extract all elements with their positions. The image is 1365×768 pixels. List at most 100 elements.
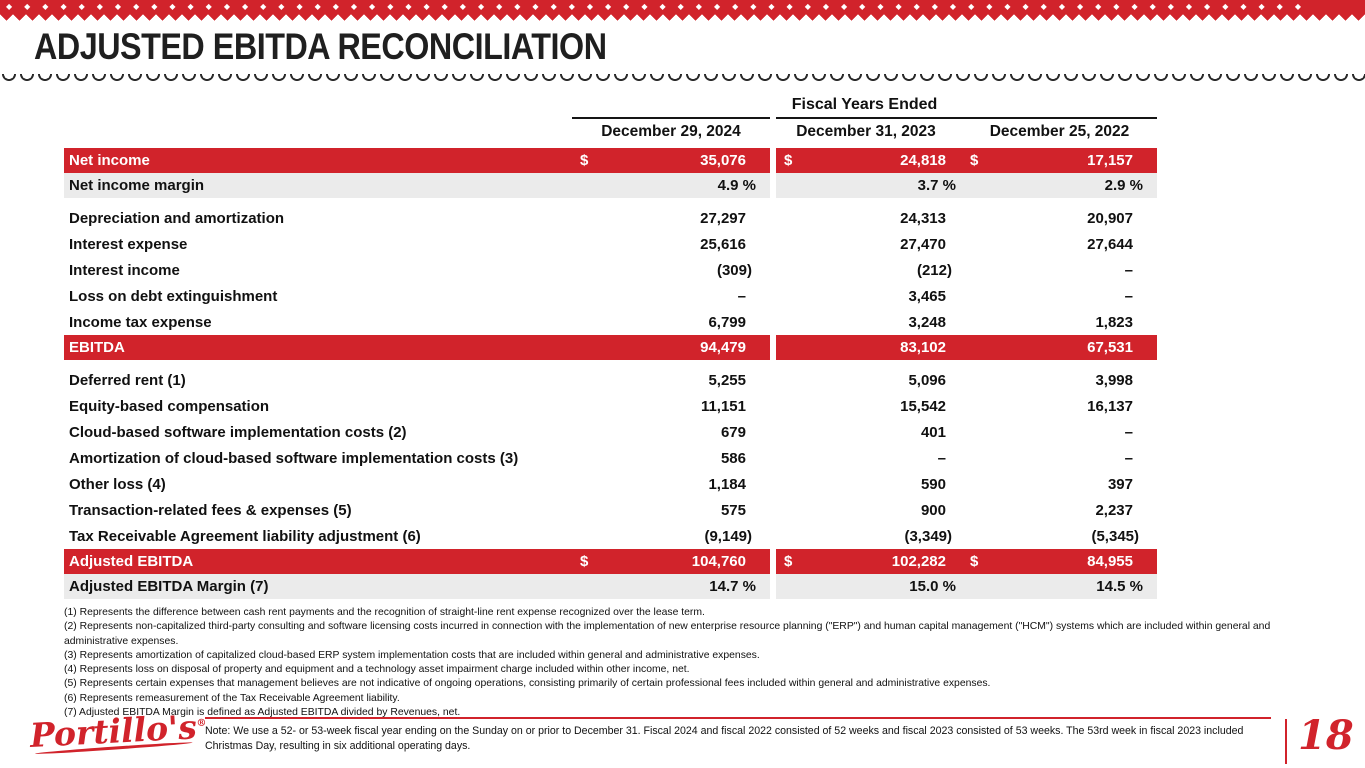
row-value: 15,542	[776, 393, 956, 419]
table-row: Loss on debt extinguishment – 3,465 –	[64, 283, 1157, 309]
column-header-2024: December 29, 2024	[601, 122, 741, 140]
value-text: –	[937, 449, 946, 467]
column-gap	[956, 148, 962, 173]
row-value: 586	[572, 445, 770, 471]
value-text: 6,799	[708, 313, 746, 331]
row-value: 3,248	[776, 309, 956, 335]
value-text: 900	[920, 501, 946, 519]
value-text: 401	[920, 423, 946, 441]
currency-symbol: $	[784, 152, 793, 169]
column-header-row: December 29, 2024 December 31, 2023 Dece…	[64, 120, 1157, 143]
value-text: 27,644	[1087, 235, 1133, 253]
value-text: 1,823	[1095, 313, 1133, 331]
currency-symbol: $	[580, 553, 589, 570]
row-label: Interest expense	[69, 235, 188, 253]
value-text: (9,149)	[704, 527, 752, 545]
currency-symbol: $	[580, 152, 589, 169]
value-text: 94,479	[700, 339, 746, 356]
column-gap	[956, 549, 962, 574]
row-value: 575	[572, 497, 770, 523]
fiscal-years-header: Fiscal Years Ended	[791, 96, 938, 113]
header-underline	[572, 117, 770, 120]
row-value: 25,616	[572, 231, 770, 257]
value-text: –	[1124, 287, 1133, 305]
footnote-2: (2) Represents non-capitalized third-par…	[64, 621, 1271, 647]
row-label: Adjusted EBITDA Margin (7)	[64, 574, 572, 599]
awning-border	[0, 0, 1365, 13]
row-value: (5,345)	[962, 523, 1157, 549]
row-value: (212)	[776, 257, 956, 283]
value-text: 104,760	[691, 553, 746, 570]
row-value: 15.0 %	[776, 574, 956, 599]
value-text: 102,282	[891, 553, 946, 570]
table-row: Interest expense 25,616 27,470 27,644	[64, 231, 1157, 257]
column-header-2023: December 31, 2023	[796, 122, 936, 140]
row-value: $102,282	[776, 549, 956, 574]
table-row: Adjusted EBITDA Margin (7) 14.7 % 15.0 % 14…	[64, 574, 1157, 599]
row-value: –	[962, 445, 1157, 471]
value-text: 67,531	[1087, 339, 1133, 356]
value-text: 15,542	[900, 397, 946, 415]
value-text: 27,297	[700, 209, 746, 227]
brand-logo-text: Portillo's	[28, 707, 198, 755]
table-row: Transaction-related fees & expenses (5) 5…	[64, 497, 1157, 523]
table-row: Equity-based compensation 11,151 15,542 16,…	[64, 393, 1157, 419]
table-row: Amortization of cloud-based software imp…	[64, 445, 1157, 471]
row-value: –	[962, 419, 1157, 445]
row-value: 20,907	[962, 205, 1157, 231]
row-value: $104,760	[572, 549, 770, 574]
row-spacer	[64, 198, 1157, 205]
row-value: 27,297	[572, 205, 770, 231]
value-text: –	[1124, 261, 1133, 279]
value-text: (5,345)	[1091, 527, 1139, 545]
row-label: Net income margin	[64, 173, 572, 198]
row-value: 14.7 %	[572, 574, 770, 599]
value-text: 679	[720, 423, 746, 441]
value-text: –	[1124, 423, 1133, 441]
table-row: Net income $35,076 $24,818 $17,157	[64, 148, 1157, 173]
row-label: Cloud-based software implementation cost…	[69, 423, 407, 441]
row-value: 590	[776, 471, 956, 497]
header-underline	[776, 117, 1157, 120]
value-text: (3,349)	[904, 527, 952, 545]
row-value: 1,184	[572, 471, 770, 497]
value-text: 14.7 %	[709, 578, 756, 595]
column-gap	[956, 335, 962, 360]
value-text: (212)	[916, 261, 952, 279]
row-value: –	[776, 445, 956, 471]
value-text: 5,096	[908, 371, 946, 389]
footnote-4: (4) Represents loss on disposal of prope…	[64, 664, 690, 675]
ebitda-table: Fiscal Years Ended December 29, 2024 Dec…	[64, 96, 1157, 599]
row-value: 6,799	[572, 309, 770, 335]
row-label: Adjusted EBITDA	[64, 549, 572, 574]
table-row: Other loss (4) 1,184 590 397	[64, 471, 1157, 497]
value-text: 14.5 %	[1096, 578, 1143, 595]
row-label: Amortization of cloud-based software imp…	[69, 449, 519, 467]
row-label: Deferred rent (1)	[69, 371, 186, 389]
table-body: Net income $35,076 $24,818 $17,157 Net incom…	[64, 148, 1157, 599]
row-label: Other loss (4)	[69, 475, 166, 493]
value-text: (309)	[716, 261, 752, 279]
value-text: 11,151	[700, 397, 746, 415]
table-row: Adjusted EBITDA $104,760 $102,282 $84,955	[64, 549, 1157, 574]
value-text: 84,955	[1087, 553, 1133, 570]
value-text: –	[737, 287, 746, 305]
footnotes: (1) Represents the difference between ca…	[64, 606, 1309, 720]
scallop-divider	[0, 74, 1365, 83]
row-label: Interest income	[69, 261, 180, 279]
header-spacer	[64, 117, 572, 120]
row-value: $17,157	[962, 148, 1157, 173]
value-text: 24,313	[900, 209, 946, 227]
row-value: 679	[572, 419, 770, 445]
row-value: (3,349)	[776, 523, 956, 549]
row-value: $35,076	[572, 148, 770, 173]
row-value: (309)	[572, 257, 770, 283]
row-value: 2.9 %	[962, 173, 1157, 198]
table-row: Interest income (309) (212) –	[64, 257, 1157, 283]
row-value: 2,237	[962, 497, 1157, 523]
value-text: 24,818	[900, 152, 946, 169]
row-label: Loss on debt extinguishment	[69, 287, 278, 305]
table-row: Cloud-based software implementation cost…	[64, 419, 1157, 445]
row-value: 5,096	[776, 367, 956, 393]
